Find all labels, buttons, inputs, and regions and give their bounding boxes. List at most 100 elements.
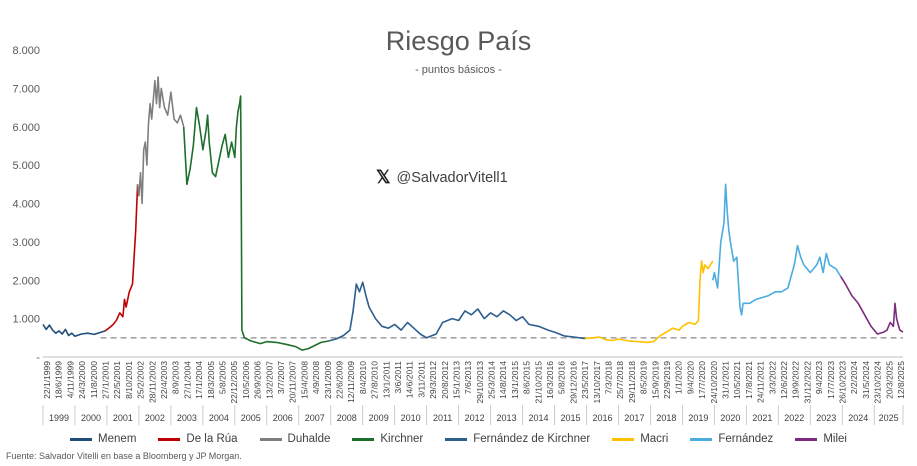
x-year-label: 2007 bbox=[305, 413, 325, 423]
x-date-label: 7/3/2018 bbox=[604, 361, 614, 394]
x-date-label: 18/6/1999 bbox=[54, 361, 64, 399]
x-date-label: 3/11/2011 bbox=[416, 361, 426, 398]
x-year-label: 2010 bbox=[401, 413, 421, 423]
series-line-menem bbox=[42, 323, 106, 338]
legend-label: De la Rúa bbox=[186, 433, 238, 445]
x-date-label: 22/9/2019 bbox=[662, 361, 672, 399]
x-date-label: 18/3/2005 bbox=[206, 361, 216, 399]
handle-text: @SalvadorVitell1 bbox=[396, 169, 508, 186]
series-layer bbox=[42, 76, 904, 351]
x-date-label: 22/12/2005 bbox=[229, 361, 239, 404]
x-year-label: 2012 bbox=[465, 413, 485, 423]
x-date-label: 7/6/2013 bbox=[463, 361, 473, 394]
x-year-label: 2013 bbox=[497, 413, 517, 423]
x-date-label: 1/1/2020 bbox=[674, 361, 684, 394]
x-date-label: 9/4/2020 bbox=[685, 361, 695, 394]
y-tick-label: 3.000 bbox=[12, 237, 40, 249]
x-date-label: 29/10/2013 bbox=[475, 361, 485, 404]
x-date-label: 27/1/2004 bbox=[182, 361, 192, 399]
x-date-label: 8/5/2019 bbox=[639, 361, 649, 394]
x-date-label: 28/11/2002 bbox=[147, 361, 157, 403]
x-date-label: 10/5/2021 bbox=[732, 361, 742, 399]
x-date-label: 21/10/2015 bbox=[533, 361, 543, 404]
x-date-label: 22/6/2009 bbox=[335, 361, 345, 399]
x-year-label: 2002 bbox=[145, 413, 165, 423]
x-date-label: 8/9/2003 bbox=[171, 361, 181, 394]
x-year-label: 2008 bbox=[337, 413, 357, 423]
x-date-label: 20/3/2025 bbox=[884, 361, 894, 399]
x-date-label: 15/4/2008 bbox=[299, 361, 309, 399]
x-year-label: 2023 bbox=[816, 413, 836, 423]
x-date-label: 15/9/2019 bbox=[650, 361, 660, 399]
x-date-label: 22/4/2003 bbox=[159, 361, 169, 399]
legend-item: De la Rúa bbox=[158, 433, 238, 445]
legend-swatch bbox=[70, 437, 93, 441]
x-year-label: 2025 bbox=[879, 413, 899, 423]
x-date-label: 23/5/2017 bbox=[580, 361, 590, 399]
x-date-label: 31/12/2022 bbox=[802, 361, 812, 404]
legend-item: Kirchner bbox=[352, 433, 423, 445]
y-tick-label: 6.000 bbox=[12, 122, 40, 134]
x-date-label: 19/9/2022 bbox=[791, 361, 801, 399]
x-year-label: 2004 bbox=[209, 413, 229, 423]
x-date-label: 22/1/1999 bbox=[42, 361, 52, 399]
x-date-label: 26/10/2023 bbox=[838, 361, 848, 404]
x-year-label: 2019 bbox=[688, 413, 708, 423]
y-tick-label: 2.000 bbox=[12, 275, 40, 287]
x-date-label: 17/7/2020 bbox=[697, 361, 707, 399]
legend-label: Fernández bbox=[718, 433, 774, 445]
legend-label: Fernández de Kirchner bbox=[473, 433, 591, 445]
x-year-label: 2021 bbox=[752, 413, 772, 423]
x-year-label: 2001 bbox=[113, 413, 133, 423]
x-year-label: 2020 bbox=[720, 413, 740, 423]
x-date-label: 15/1/2013 bbox=[452, 361, 462, 399]
x-date-label: 25/3/2014 bbox=[487, 361, 497, 399]
x-year-label: 2015 bbox=[560, 413, 580, 423]
x-date-label: 12/8/2025 bbox=[896, 361, 906, 399]
series-line-kirchner bbox=[182, 95, 330, 351]
x-date-label: 3/3/2022 bbox=[767, 361, 777, 394]
x-date-label: 13/1/2015 bbox=[510, 361, 520, 399]
x-date-label: 9/4/2023 bbox=[814, 361, 824, 394]
x-logo-icon: 𝕏 bbox=[376, 167, 391, 187]
legend-swatch bbox=[352, 437, 375, 441]
x-date-label: 8/4/2010 bbox=[358, 361, 368, 394]
legend: Menem De la Rúa Duhalde Kirchner Fernández d… bbox=[0, 433, 917, 445]
legend-item: Duhalde bbox=[259, 433, 330, 445]
x-date-label: 29/12/2016 bbox=[568, 361, 578, 404]
x-date-label: 25/2/2002 bbox=[136, 361, 146, 399]
x-date-label: 29/11/2018 bbox=[627, 361, 637, 403]
x-date-label: 3/7/2007 bbox=[276, 361, 286, 394]
x-date-label: 4/9/2008 bbox=[311, 361, 321, 394]
chart-title: Riesgo País bbox=[385, 26, 532, 56]
x-date-label: 14/6/2011 bbox=[405, 361, 415, 398]
x-date-label: 13/2/2007 bbox=[264, 361, 274, 399]
legend-label: Menem bbox=[98, 433, 137, 445]
x-date-label: 16/3/2016 bbox=[545, 361, 555, 399]
x-date-label: 12/11/2009 bbox=[346, 361, 356, 403]
x-date-label: 17/7/2023 bbox=[826, 361, 836, 399]
x-date-label: 24/11/2021 bbox=[756, 361, 766, 403]
x-axis: 22/1/1999 18/6/1999 4/11/1999 24/3/2000 11/8… bbox=[42, 356, 906, 425]
legend-swatch bbox=[259, 437, 282, 441]
source-note: Fuente: Salvador Vitelli en base a Bloom… bbox=[6, 451, 242, 461]
legend-item: Fernández bbox=[690, 433, 773, 445]
y-tick-label: 1.000 bbox=[12, 314, 40, 326]
legend-item: Milei bbox=[795, 433, 847, 445]
x-year-label: 2022 bbox=[784, 413, 804, 423]
x-year-label: 2011 bbox=[433, 413, 452, 423]
x-date-label: 24/3/2000 bbox=[77, 361, 87, 399]
x-year-label: 1999 bbox=[49, 413, 69, 423]
x-date-label: 24/10/2020 bbox=[709, 361, 719, 404]
x-year-label: 2024 bbox=[848, 413, 868, 423]
chart-subtitle: - puntos básicos - bbox=[415, 64, 502, 76]
y-tick-label: 7.000 bbox=[12, 83, 40, 95]
x-date-label: 17/8/2021 bbox=[744, 361, 754, 399]
y-tick-label: 8.000 bbox=[12, 45, 40, 57]
legend-swatch bbox=[445, 437, 468, 441]
series-line-fern-ndez-de-kirchner bbox=[328, 281, 586, 342]
series-line-milei bbox=[840, 275, 904, 335]
x-date-label: 2/2/2024 bbox=[849, 361, 859, 394]
x-year-label: 2016 bbox=[592, 413, 612, 423]
y-tick-label: 4.000 bbox=[12, 199, 40, 211]
